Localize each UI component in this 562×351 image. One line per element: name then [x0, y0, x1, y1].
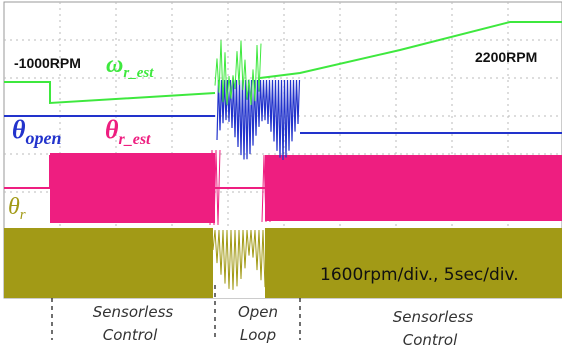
symbol: θ	[8, 194, 20, 220]
subscript: r_est	[123, 65, 154, 81]
symbol: θ	[105, 115, 119, 144]
left-speed-label: -1000RPM	[14, 55, 81, 71]
symbol: θ	[12, 115, 26, 144]
subscript: open	[26, 128, 62, 148]
theta-r-band	[4, 228, 562, 298]
page: -1000RPM 2200RPM ωr_est θopen θr_est θr …	[0, 0, 562, 351]
subscript: r	[20, 207, 26, 223]
phase-label: Sensorless	[393, 308, 474, 326]
oscilloscope-screenshot: -1000RPM 2200RPM ωr_est θopen θr_est θr …	[0, 0, 562, 351]
phase-label: Control	[403, 331, 458, 349]
scale-label: 1600rpm/div., 5sec/div.	[320, 265, 519, 285]
right-speed-label: 2200RPM	[475, 49, 537, 65]
phase-label: Open	[238, 303, 278, 321]
phase-label: Control	[103, 326, 158, 344]
subscript: r_est	[119, 131, 152, 148]
phase-label: Loop	[240, 326, 276, 344]
symbol: ω	[106, 52, 123, 78]
theta-est-band	[265, 155, 562, 221]
theta-est-band	[50, 153, 215, 223]
phase-label: Sensorless	[93, 303, 174, 321]
